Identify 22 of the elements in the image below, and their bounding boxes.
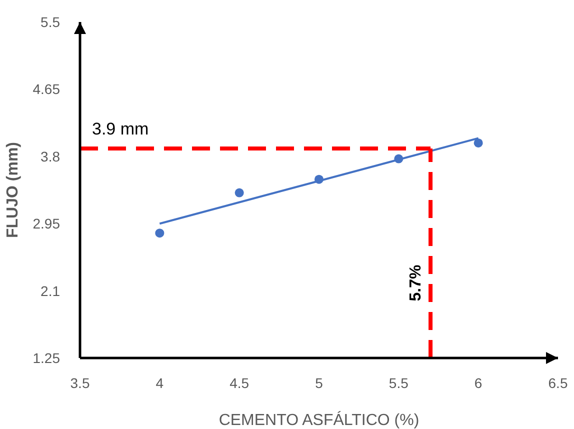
y-tick-label: 2.95 — [32, 216, 60, 232]
x-axis-title: CEMENTO ASFÁLTICO (%) — [218, 411, 420, 429]
point — [474, 138, 483, 148]
x-tick-label: 6 — [474, 374, 482, 391]
x-tick-label: 4.5 — [230, 374, 250, 391]
x-tick-label: 5.5 — [388, 374, 409, 391]
point — [314, 174, 324, 184]
point — [234, 188, 244, 198]
x-tick-label: 3.5 — [70, 374, 90, 391]
point — [394, 154, 404, 164]
ref-line-label: 5.7% — [408, 264, 425, 302]
y-tick-label: 5.5 — [40, 14, 60, 30]
y-tick-label: 2.1 — [40, 282, 60, 299]
y-tick-label: 3.8 — [40, 148, 60, 164]
y-axis-title: FLUJO (mm) — [4, 142, 22, 238]
y-tick-label: 4.65 — [32, 81, 60, 98]
y-tick-label: 1.25 — [32, 350, 60, 366]
point — [155, 228, 164, 238]
x-tick-label: 4 — [156, 374, 164, 391]
x-tick-label: 6.5 — [548, 374, 568, 391]
x-tick-label: 5 — [315, 374, 324, 391]
ref-line-label: 3.9 mm — [92, 119, 149, 138]
